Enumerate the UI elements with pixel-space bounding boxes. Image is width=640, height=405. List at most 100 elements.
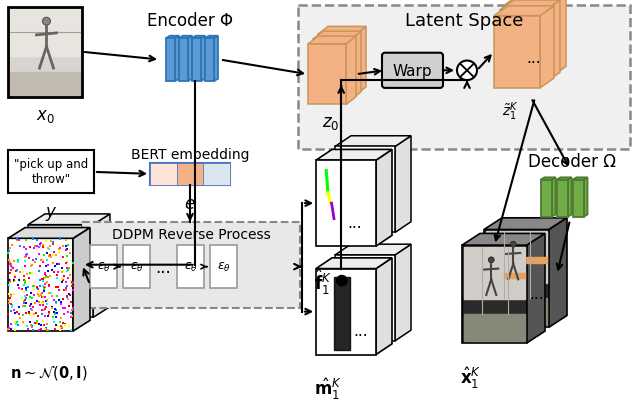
Polygon shape bbox=[166, 39, 175, 82]
Polygon shape bbox=[500, 1, 560, 11]
Bar bbox=[177, 245, 204, 288]
Polygon shape bbox=[316, 269, 376, 355]
Text: Decoder Ω: Decoder Ω bbox=[528, 153, 616, 171]
Polygon shape bbox=[10, 10, 80, 96]
Polygon shape bbox=[552, 0, 566, 77]
Polygon shape bbox=[335, 136, 411, 147]
Text: $\epsilon_\theta$: $\epsilon_\theta$ bbox=[129, 260, 143, 273]
Text: BERT embedding: BERT embedding bbox=[131, 148, 249, 162]
Bar bbox=[150, 164, 230, 185]
Polygon shape bbox=[557, 180, 568, 217]
Polygon shape bbox=[179, 36, 192, 39]
Text: $\tilde{z}_1^K$: $\tilde{z}_1^K$ bbox=[502, 100, 518, 123]
Text: Encoder Φ: Encoder Φ bbox=[147, 13, 233, 30]
Polygon shape bbox=[376, 258, 392, 355]
Text: $\hat{\mathbf{f}}_1^K$: $\hat{\mathbf{f}}_1^K$ bbox=[314, 267, 332, 296]
Text: $\hat{\mathbf{m}}_1^K$: $\hat{\mathbf{m}}_1^K$ bbox=[314, 375, 342, 401]
Polygon shape bbox=[175, 36, 179, 82]
Polygon shape bbox=[93, 214, 110, 318]
Text: $\hat{\mathbf{x}}_1^K$: $\hat{\mathbf{x}}_1^K$ bbox=[460, 364, 481, 390]
Polygon shape bbox=[316, 258, 392, 269]
Polygon shape bbox=[486, 232, 547, 284]
Polygon shape bbox=[351, 32, 361, 100]
Text: ...: ... bbox=[156, 258, 172, 276]
Polygon shape bbox=[500, 11, 546, 83]
Polygon shape bbox=[8, 228, 90, 239]
Polygon shape bbox=[201, 36, 205, 82]
Text: ...: ... bbox=[529, 287, 544, 302]
Polygon shape bbox=[464, 314, 525, 341]
Polygon shape bbox=[395, 136, 411, 233]
Text: $\epsilon_\theta$: $\epsilon_\theta$ bbox=[184, 260, 198, 273]
Text: $e$: $e$ bbox=[184, 196, 196, 213]
Polygon shape bbox=[356, 27, 366, 96]
Polygon shape bbox=[335, 245, 411, 255]
Polygon shape bbox=[506, 0, 566, 5]
Polygon shape bbox=[308, 37, 356, 45]
Polygon shape bbox=[188, 36, 192, 82]
Text: $\epsilon_\theta$: $\epsilon_\theta$ bbox=[216, 260, 230, 273]
Circle shape bbox=[42, 18, 51, 26]
Polygon shape bbox=[318, 35, 356, 96]
Bar bbox=[210, 245, 237, 288]
Polygon shape bbox=[568, 178, 572, 217]
Polygon shape bbox=[179, 39, 188, 82]
Text: $\mathbf{n} \sim \mathcal{N}(\mathbf{0}, \mathbf{I})$: $\mathbf{n} \sim \mathcal{N}(\mathbf{0},… bbox=[10, 363, 88, 382]
Polygon shape bbox=[573, 180, 584, 217]
Text: Warp: Warp bbox=[393, 64, 432, 79]
Bar bbox=[177, 164, 204, 185]
Circle shape bbox=[488, 257, 494, 263]
Bar bbox=[150, 164, 177, 185]
Text: $y$: $y$ bbox=[45, 205, 57, 223]
Polygon shape bbox=[395, 245, 411, 341]
Bar bbox=[82, 222, 300, 308]
Polygon shape bbox=[334, 277, 349, 350]
Polygon shape bbox=[335, 255, 395, 341]
Polygon shape bbox=[8, 8, 82, 98]
Polygon shape bbox=[484, 218, 567, 230]
Text: DDPM Reverse Process: DDPM Reverse Process bbox=[111, 228, 270, 242]
Polygon shape bbox=[464, 247, 525, 299]
Text: ...: ... bbox=[527, 51, 541, 66]
Text: $\epsilon_\theta$: $\epsilon_\theta$ bbox=[97, 260, 111, 273]
Polygon shape bbox=[557, 178, 572, 180]
Circle shape bbox=[510, 242, 516, 247]
Circle shape bbox=[457, 62, 477, 81]
Polygon shape bbox=[313, 40, 351, 100]
Polygon shape bbox=[462, 234, 545, 245]
Polygon shape bbox=[546, 1, 560, 83]
Polygon shape bbox=[28, 225, 93, 318]
Polygon shape bbox=[205, 39, 214, 82]
Polygon shape bbox=[205, 36, 218, 39]
Text: "pick up and
throw": "pick up and throw" bbox=[14, 158, 88, 185]
Polygon shape bbox=[376, 150, 392, 247]
Polygon shape bbox=[192, 39, 201, 82]
Polygon shape bbox=[318, 27, 366, 35]
Bar bbox=[204, 164, 230, 185]
Text: ...: ... bbox=[354, 323, 368, 338]
Polygon shape bbox=[486, 298, 547, 326]
Bar bbox=[8, 151, 94, 194]
Polygon shape bbox=[308, 45, 346, 105]
Polygon shape bbox=[462, 245, 527, 343]
Polygon shape bbox=[549, 218, 567, 327]
Polygon shape bbox=[584, 178, 588, 217]
Polygon shape bbox=[8, 239, 73, 331]
Text: $z_0$: $z_0$ bbox=[323, 115, 340, 132]
Polygon shape bbox=[192, 36, 205, 39]
Polygon shape bbox=[316, 150, 392, 161]
Polygon shape bbox=[335, 147, 395, 233]
Polygon shape bbox=[494, 17, 540, 89]
Polygon shape bbox=[73, 228, 90, 331]
Polygon shape bbox=[10, 72, 80, 96]
Polygon shape bbox=[346, 37, 356, 105]
Text: Latent Space: Latent Space bbox=[405, 11, 523, 30]
Polygon shape bbox=[166, 36, 179, 39]
Polygon shape bbox=[540, 7, 554, 89]
Polygon shape bbox=[10, 10, 80, 57]
Polygon shape bbox=[486, 232, 547, 326]
Polygon shape bbox=[506, 5, 552, 77]
Text: ...: ... bbox=[348, 215, 362, 230]
Polygon shape bbox=[313, 32, 361, 40]
Polygon shape bbox=[484, 230, 549, 327]
